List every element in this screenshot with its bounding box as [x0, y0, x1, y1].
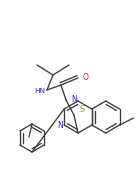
Text: N: N	[71, 96, 77, 105]
Text: O: O	[83, 72, 89, 81]
Text: HN: HN	[34, 88, 45, 94]
Text: S: S	[79, 105, 84, 114]
Text: N: N	[57, 122, 63, 130]
